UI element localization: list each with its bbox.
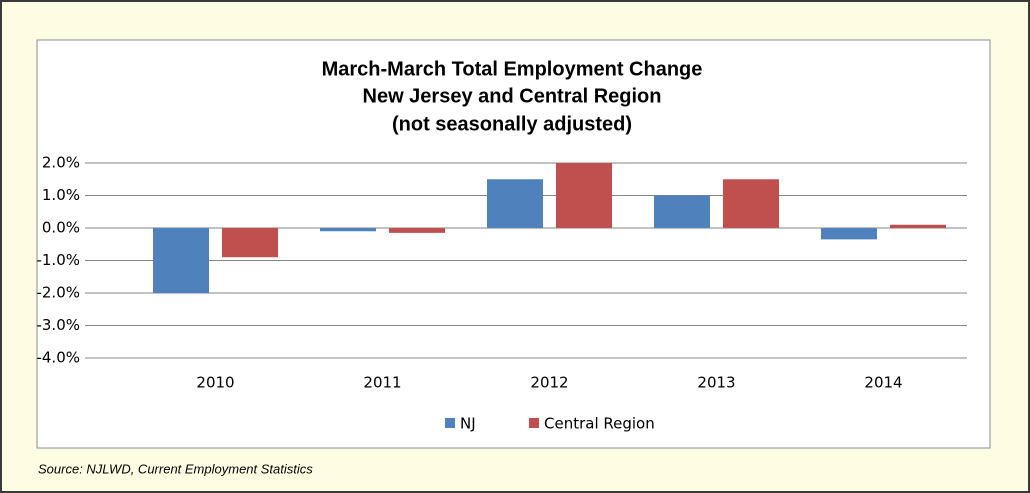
y-tick-label: -2.0% (36, 284, 80, 302)
bar (487, 179, 543, 228)
x-tick-label: 2012 (530, 374, 568, 392)
bar (320, 228, 376, 232)
x-tick-label: 2010 (196, 374, 234, 392)
chart-title: New Jersey and Central Region (363, 85, 662, 107)
y-tick-label: 2.0% (42, 154, 80, 172)
y-tick-label: -1.0% (36, 251, 80, 269)
x-tick-label: 2014 (864, 374, 902, 392)
y-tick-label: -3.0% (36, 316, 80, 334)
legend-swatch (529, 418, 539, 428)
legend-label: NJ (460, 415, 476, 433)
x-tick-label: 2013 (697, 374, 735, 392)
legend-swatch (445, 418, 455, 428)
source-note: Source: NJLWD, Current Employment Statis… (38, 461, 313, 476)
bar (222, 228, 278, 258)
bar (890, 224, 946, 228)
x-tick-label: 2011 (363, 374, 401, 392)
bar (389, 228, 445, 233)
chart-title: (not seasonally adjusted) (392, 113, 632, 135)
chart-title: March-March Total Employment Change (322, 58, 703, 80)
bar (821, 228, 877, 240)
bar (723, 179, 779, 228)
y-tick-label: -4.0% (36, 349, 80, 367)
legend-label: Central Region (544, 415, 655, 433)
bar (153, 228, 209, 293)
y-tick-label: 0.0% (42, 219, 80, 237)
bar (556, 163, 612, 228)
bar (654, 195, 710, 228)
y-tick-label: 1.0% (42, 186, 80, 204)
